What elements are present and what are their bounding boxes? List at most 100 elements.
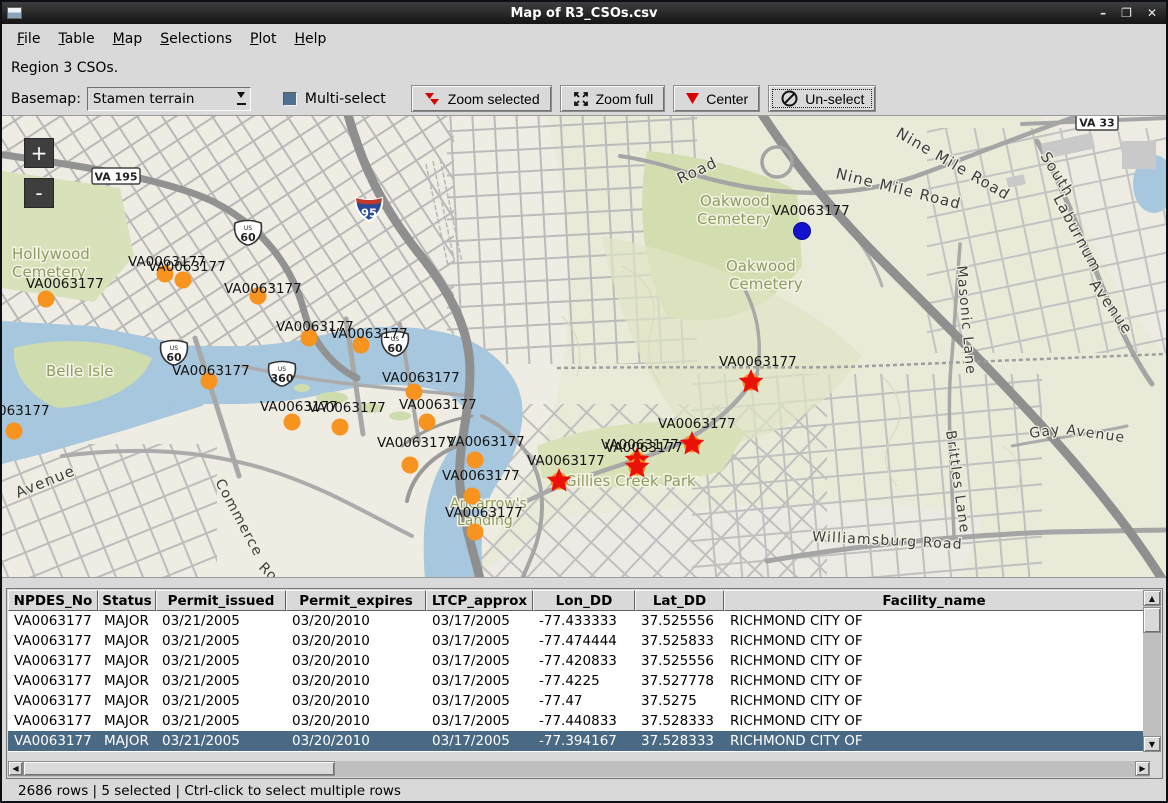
basemap-value: Stamen terrain [92, 90, 195, 107]
map-zoom-in-button[interactable]: + [24, 138, 54, 168]
svg-text:95: 95 [361, 206, 377, 220]
table-row[interactable]: VA0063177 MAJOR 03/21/2005 03/20/2010 03/17/… [8, 631, 1144, 651]
cso-outfall-marker[interactable]: VA0063177 [260, 399, 338, 431]
col-header-status[interactable]: Status [98, 590, 156, 611]
zoom-selected-button[interactable]: Zoom selected [410, 85, 552, 112]
marker-label: VA0063177 [276, 319, 354, 335]
col-header-facility_name[interactable]: Facility_name [724, 590, 1144, 611]
cso-outfall-marker[interactable]: 063177 [2, 403, 50, 440]
marker-label: VA0063177 [224, 281, 302, 297]
map-markers[interactable]: VA0063177VA0063177VA0063177VA0063177VA00… [2, 203, 850, 541]
selected-outfall-marker[interactable]: VA0063177 [658, 416, 736, 455]
cell-npdes_no: VA0063177 [14, 713, 92, 729]
cell-status: MAJOR [104, 633, 149, 649]
table-row[interactable]: VA0063177 MAJOR 03/21/2005 03/20/2010 03/17/… [8, 691, 1144, 711]
minimize-button[interactable]: – [1100, 6, 1107, 20]
map-canvas[interactable]: VA 195 VA 33 95 US 60 US 60 US 60 US 360 Hollywood… [2, 115, 1166, 578]
attribute-table: NPDES_No Status Permit_issued Permit_expire… [6, 588, 1163, 779]
map-zoom-out-button[interactable]: - [24, 178, 54, 208]
table-row-selected[interactable]: VA0063177 MAJOR 03/21/2005 03/20/2010 03/17/… [8, 731, 1144, 751]
other-outfall-marker[interactable]: VA0063177 [772, 203, 850, 240]
map-label: Oakwood [726, 257, 796, 275]
cell-facility_name: RICHMOND CITY OF [730, 613, 863, 629]
cso-outfall-marker[interactable]: VA0063177 [399, 397, 477, 431]
col-header-lat_dd[interactable]: Lat_DD [635, 590, 724, 611]
cso-outfall-marker[interactable]: VA0063177 [382, 370, 460, 401]
zoom-full-button[interactable]: Zoom full [559, 85, 666, 112]
menu-plot[interactable]: Plot [250, 31, 277, 47]
close-button[interactable]: ✕ [1146, 6, 1157, 20]
cell-lat_dd: 37.528333 [641, 733, 715, 749]
cell-npdes_no: VA0063177 [14, 613, 92, 629]
horizontal-scroll-thumb[interactable] [23, 761, 335, 776]
map-railroad [425, 158, 1166, 370]
cell-ltcp_approx: 03/17/2005 [432, 693, 510, 709]
menubar: File Table Map Selections Plot Help [2, 24, 1166, 54]
cso-outfall-marker[interactable]: VA0063177 [308, 400, 386, 436]
marker-label: VA0063177 [442, 468, 520, 484]
scroll-down-arrow[interactable]: ▼ [1143, 736, 1161, 752]
horizontal-scrollbar[interactable]: ◀ ▶ [8, 761, 1150, 777]
menu-selections[interactable]: Selections [160, 31, 233, 47]
cell-lat_dd: 37.525833 [641, 633, 715, 649]
cell-npdes_no: VA0063177 [14, 673, 92, 689]
unselect-button[interactable]: Un-select [768, 85, 877, 112]
cso-outfall-marker[interactable]: VA0063177 [377, 435, 455, 474]
cell-permit_issued: 03/21/2005 [162, 693, 240, 709]
menu-help[interactable]: Help [294, 31, 327, 47]
cell-permit_expires: 03/20/2010 [292, 653, 370, 669]
table-row[interactable]: VA0063177 MAJOR 03/21/2005 03/20/2010 03/17/… [8, 711, 1144, 731]
cso-outfall-marker[interactable]: VA0063177 [330, 326, 408, 354]
cso-outfall-marker[interactable]: VA0063177 [26, 276, 104, 308]
col-header-ltcp_approx[interactable]: LTCP_approx [426, 590, 533, 611]
basemap-combobox[interactable]: Stamen terrain [86, 86, 251, 111]
vertical-scrollbar[interactable]: ▲ ▼ [1143, 590, 1161, 752]
cso-outfall-marker[interactable]: VA0063177 [276, 319, 354, 347]
svg-text:360: 360 [271, 372, 294, 385]
cso-outfall-marker[interactable]: VA0063177 [148, 259, 226, 289]
marker-label: VA0063177 [148, 259, 226, 275]
map-label: Cemetery [729, 275, 803, 293]
cell-facility_name: RICHMOND CITY OF [730, 673, 863, 689]
cso-outfall-marker[interactable]: VA0063177 [172, 363, 250, 390]
col-header-permit_issued[interactable]: Permit_issued [156, 590, 286, 611]
col-header-npdes_no[interactable]: NPDES_No [8, 590, 98, 611]
cso-outfall-marker[interactable]: VA0063177 [445, 505, 523, 541]
chevron-down-icon[interactable] [233, 88, 250, 110]
table-row[interactable]: VA0063177 MAJOR 03/21/2005 03/20/2010 03/17/… [8, 671, 1144, 691]
multi-select-checkbox[interactable] [282, 91, 297, 106]
cell-lat_dd: 37.527778 [641, 673, 715, 689]
cell-status: MAJOR [104, 713, 149, 729]
table-viewport[interactable]: NPDES_No Status Permit_issued Permit_expire… [8, 590, 1144, 752]
marker-label: VA0063177 [719, 354, 797, 370]
map-label: Cemetery [12, 263, 86, 281]
cell-ltcp_approx: 03/17/2005 [432, 673, 510, 689]
table-header-row: NPDES_No Status Permit_issued Permit_expire… [8, 590, 1144, 611]
vertical-scroll-thumb[interactable] [1143, 607, 1161, 633]
center-button[interactable]: Center [673, 85, 761, 112]
selected-outfall-marker[interactable]: VA0063177 [719, 354, 797, 393]
scroll-up-arrow[interactable]: ▲ [1143, 590, 1161, 606]
cso-outfall-marker[interactable]: VA0063177 [442, 468, 520, 505]
zoom-selected-label: Zoom selected [447, 90, 540, 107]
table-row[interactable]: VA0063177 MAJOR 03/21/2005 03/20/2010 03/17/… [8, 651, 1144, 671]
col-header-permit_expires[interactable]: Permit_expires [286, 590, 426, 611]
zoom-full-label: Zoom full [595, 90, 654, 107]
cso-outfall-marker[interactable]: VA0063177 [447, 434, 525, 469]
cso-outfall-marker[interactable]: VA0063177 [128, 254, 206, 283]
table-row[interactable]: VA0063177 MAJOR 03/21/2005 03/20/2010 03/17/… [8, 611, 1144, 631]
cso-outfall-marker[interactable]: VA0063177 [224, 281, 302, 305]
marker-label: VA0063177 [447, 434, 525, 450]
menu-table[interactable]: Table [58, 31, 95, 47]
menu-map[interactable]: Map [112, 31, 143, 47]
col-header-lon_dd[interactable]: Lon_DD [533, 590, 635, 611]
selected-outfall-marker[interactable]: VA0063177 [527, 453, 605, 492]
status-bar: 2686 rows | 5 selected | Ctrl-click to s… [2, 781, 1166, 801]
titlebar[interactable]: Map of R3_CSOs.csv – ❐ ✕ [2, 2, 1166, 24]
menu-file[interactable]: File [17, 31, 41, 47]
scroll-left-arrow[interactable]: ◀ [8, 761, 23, 776]
selected-outfall-marker[interactable]: VA0063177 [605, 440, 683, 478]
scroll-right-arrow[interactable]: ▶ [1135, 761, 1150, 776]
maximize-button[interactable]: ❐ [1121, 6, 1132, 20]
